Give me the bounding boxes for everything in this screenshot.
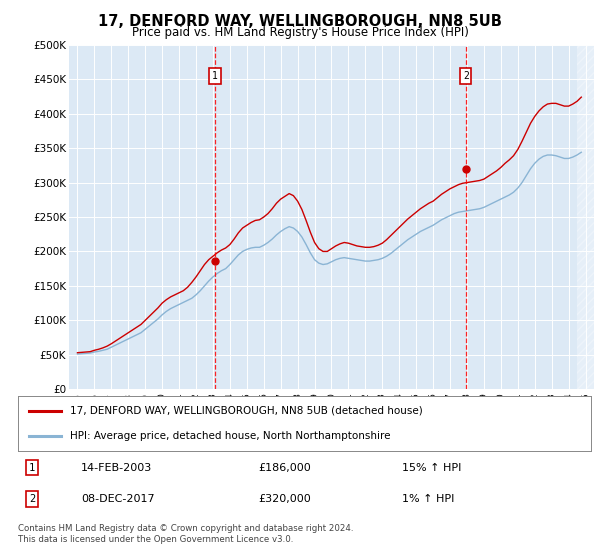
Text: 1: 1: [29, 463, 35, 473]
Text: Price paid vs. HM Land Registry's House Price Index (HPI): Price paid vs. HM Land Registry's House …: [131, 26, 469, 39]
Text: This data is licensed under the Open Government Licence v3.0.: This data is licensed under the Open Gov…: [18, 534, 293, 544]
Text: 14-FEB-2003: 14-FEB-2003: [81, 463, 152, 473]
Text: 1: 1: [212, 71, 218, 81]
Text: £320,000: £320,000: [259, 494, 311, 504]
Text: £186,000: £186,000: [259, 463, 311, 473]
Text: Contains HM Land Registry data © Crown copyright and database right 2024.: Contains HM Land Registry data © Crown c…: [18, 524, 353, 533]
Text: HPI: Average price, detached house, North Northamptonshire: HPI: Average price, detached house, Nort…: [70, 431, 390, 441]
Bar: [577, 45, 594, 389]
Text: 15% ↑ HPI: 15% ↑ HPI: [402, 463, 461, 473]
Text: 17, DENFORD WAY, WELLINGBOROUGH, NN8 5UB: 17, DENFORD WAY, WELLINGBOROUGH, NN8 5UB: [98, 14, 502, 29]
Text: 08-DEC-2017: 08-DEC-2017: [81, 494, 155, 504]
Text: 2: 2: [29, 494, 35, 504]
Text: 2: 2: [463, 71, 469, 81]
Text: 1% ↑ HPI: 1% ↑ HPI: [402, 494, 454, 504]
Text: 17, DENFORD WAY, WELLINGBOROUGH, NN8 5UB (detached house): 17, DENFORD WAY, WELLINGBOROUGH, NN8 5UB…: [70, 406, 422, 416]
